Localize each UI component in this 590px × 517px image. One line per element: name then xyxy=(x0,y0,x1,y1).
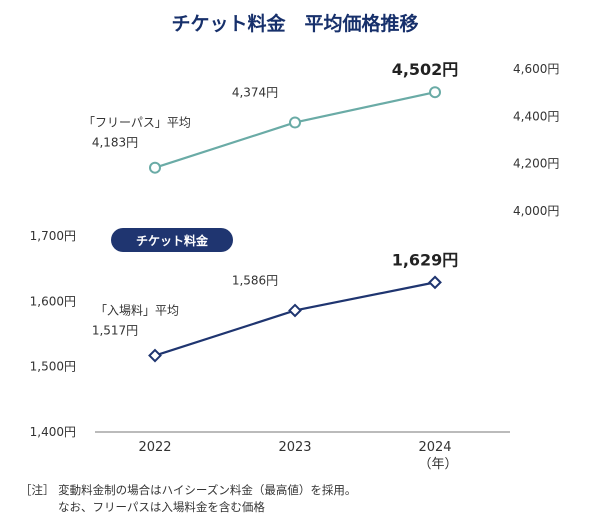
ticket-badge: チケット料金 xyxy=(111,228,233,252)
right-tick-label-3: 4,600円 xyxy=(513,62,559,76)
right-tick-label-0: 4,000円 xyxy=(513,204,559,218)
left-tick-label-0: 1,400円 xyxy=(30,425,76,439)
series-0-point-0 xyxy=(149,161,161,174)
left-axis-ticks: 1,400円 1,500円 1,600円 1,700円 xyxy=(30,229,76,439)
series-0-point-2 xyxy=(429,86,441,99)
note-line-2: なお、フリーパスは入場料金を含む価格 xyxy=(58,500,265,514)
x-tick-label-2023: 2023 xyxy=(278,440,311,455)
right-axis-ticks: 4,000円 4,200円 4,400円 4,600円 xyxy=(513,62,559,218)
left-tick-label-1: 1,500円 xyxy=(30,360,76,374)
x-tick-label-2024: 2024 xyxy=(418,440,451,455)
series-1-line xyxy=(154,281,436,357)
series-1-point-1 xyxy=(288,303,302,318)
series-0-line xyxy=(154,91,436,169)
right-tick-label-2: 4,400円 xyxy=(513,109,559,123)
series-0-point-1 xyxy=(289,116,301,129)
left-tick-label-2: 1,600円 xyxy=(30,294,76,308)
right-tick-label-1: 4,200円 xyxy=(513,157,559,171)
note-line-1: ［注］ 変動料金制の場合はハイシーズン料金（最高値）を採用。 xyxy=(20,483,356,497)
badge-background xyxy=(111,228,233,252)
series-1-name-label: 「入場料」平均 xyxy=(95,304,179,318)
series-layer: 4,183円 4,374円 4,502円「フリーパス」平均 1,517円 1,586円 1… xyxy=(83,60,459,363)
badge-label: チケット料金 xyxy=(136,233,209,248)
series-0-name-label: 「フリーパス」平均 xyxy=(83,116,191,130)
series-1-point-0 xyxy=(148,348,162,363)
series-0-value-label-1: 4,374円 xyxy=(232,85,278,99)
x-tick-label-2022: 2022 xyxy=(138,440,171,455)
chart-title: チケット料金 平均価格推移 xyxy=(171,12,418,35)
series-0-value-label-2: 4,502円 xyxy=(392,60,459,79)
x-axis-unit: （年） xyxy=(418,457,457,472)
series-0-value-label-0: 4,183円 xyxy=(92,136,138,150)
series-1-point-2 xyxy=(428,275,442,290)
series-1-value-label-0: 1,517円 xyxy=(92,324,138,338)
series-1-value-label-1: 1,586円 xyxy=(232,273,278,287)
left-tick-label-3: 1,700円 xyxy=(30,229,76,243)
series-1-value-label-2: 1,629円 xyxy=(392,250,459,269)
x-axis-ticks: 2022 2023 2024 xyxy=(138,440,451,455)
